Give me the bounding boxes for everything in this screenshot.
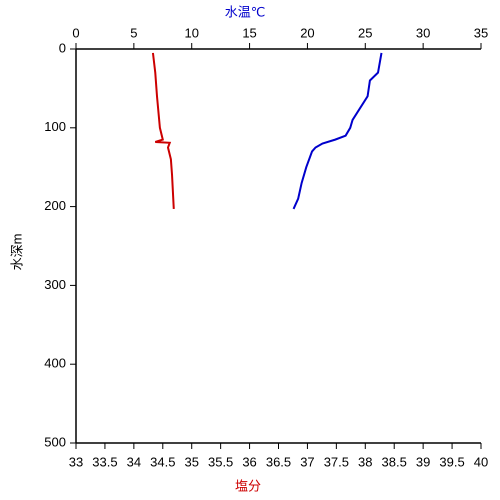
x-tick-label: 36.5 [266, 454, 291, 469]
x2-tick-label: 35 [474, 25, 488, 40]
x-tick-label: 40 [474, 454, 488, 469]
x2-tick-label: 10 [184, 25, 198, 40]
x-tick-label: 34 [127, 454, 141, 469]
x-tick-label: 37 [300, 454, 314, 469]
plot-frame [76, 49, 481, 443]
x-tick-label: 38 [358, 454, 372, 469]
x2-tick-label: 30 [416, 25, 430, 40]
profile-line [292, 52, 383, 210]
x-tick-label: 38.5 [382, 454, 407, 469]
y-tick-label: 300 [44, 277, 66, 292]
y-tick-label: 500 [44, 434, 66, 449]
y-tick-label: 0 [59, 40, 66, 55]
y-tick-label: 100 [44, 119, 66, 134]
x-tick-label: 35 [184, 454, 198, 469]
profile-line [151, 52, 175, 210]
y-axis-title: 水深m [9, 234, 24, 271]
x-tick-label: 36 [242, 454, 256, 469]
x-tick-label: 33.5 [92, 454, 117, 469]
x2-tick-label: 20 [300, 25, 314, 40]
x2-axis-title: 水温℃ [225, 4, 266, 19]
x-tick-label: 33 [69, 454, 83, 469]
x-tick-label: 39.5 [439, 454, 464, 469]
x-tick-label: 34.5 [150, 454, 175, 469]
x2-tick-label: 0 [72, 25, 79, 40]
x-axis-title: 塩分 [235, 478, 261, 493]
y-tick-label: 400 [44, 356, 66, 371]
x2-tick-label: 5 [130, 25, 137, 40]
x-tick-label: 39 [416, 454, 430, 469]
x-tick-label: 37.5 [324, 454, 349, 469]
x-tick-label: 35.5 [208, 454, 233, 469]
x2-tick-label: 15 [242, 25, 256, 40]
x2-tick-label: 25 [358, 25, 372, 40]
y-tick-label: 200 [44, 198, 66, 213]
